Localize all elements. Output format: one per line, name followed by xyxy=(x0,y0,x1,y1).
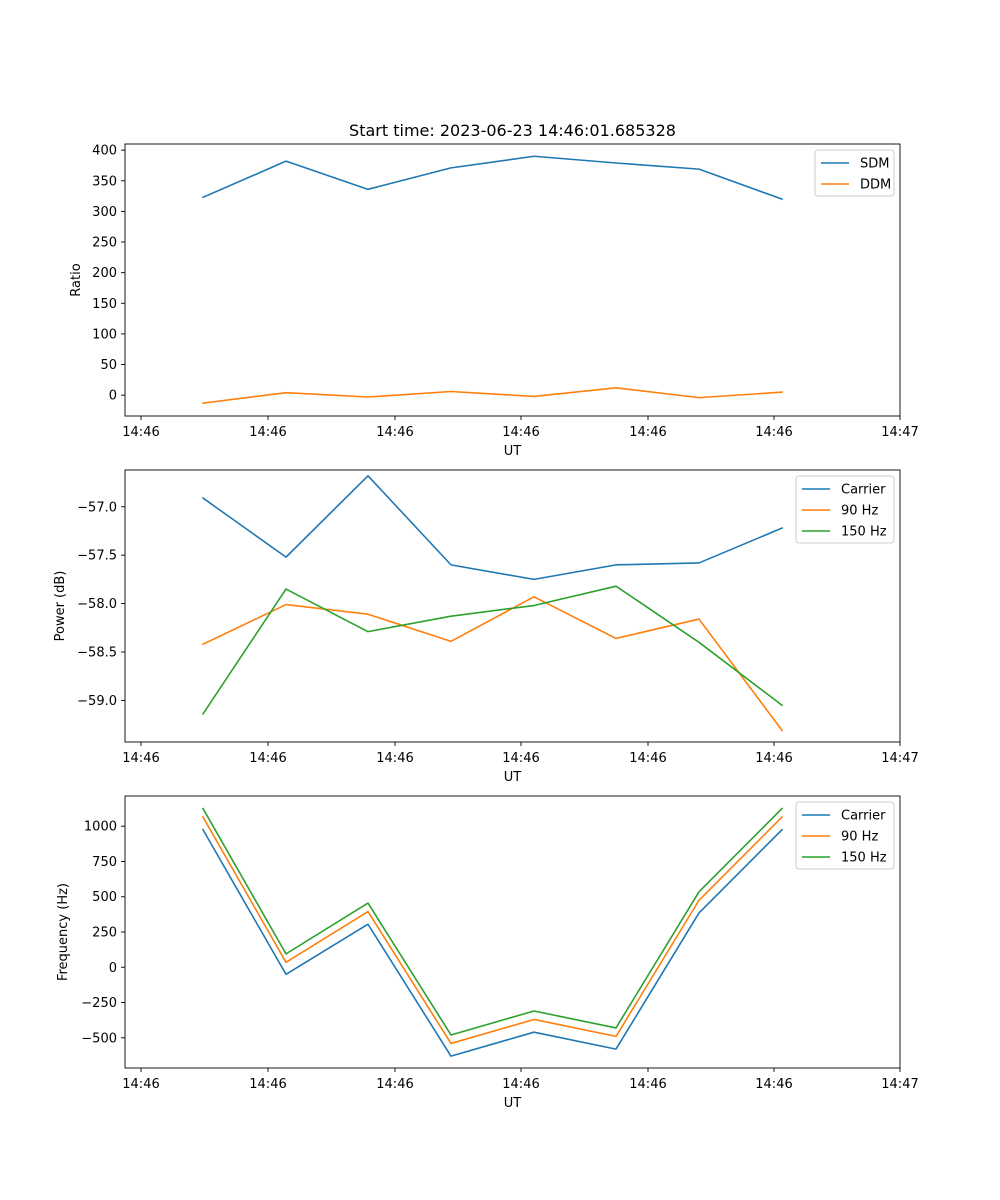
axes-frame xyxy=(124,143,901,417)
x-tick-label: 14:46 xyxy=(376,425,413,440)
x-tick-label: 14:46 xyxy=(249,425,286,440)
y-tick-label: 250 xyxy=(92,236,117,251)
x-tick-label: 14:46 xyxy=(502,751,539,766)
y-tick-label: 300 xyxy=(92,205,117,220)
x-tick-label: 14:46 xyxy=(376,1077,413,1092)
legend-label: Carrier xyxy=(841,809,886,824)
x-axis-label: UT xyxy=(504,1096,522,1111)
series-line-3-2 xyxy=(201,815,784,1045)
legend-label: DDM xyxy=(860,178,891,193)
legend: Carrier 90 Hz 150 Hz xyxy=(795,475,895,544)
x-tick-label: 14:46 xyxy=(755,425,792,440)
x-tick-label: 14:46 xyxy=(629,1077,666,1092)
axes-frame xyxy=(124,795,901,1069)
y-tick-label: −58.0 xyxy=(77,597,117,612)
series-line-3-1 xyxy=(201,828,784,1057)
figure-title: Start time: 2023-06-23 14:46:01.685328 xyxy=(349,121,676,140)
y-tick-label: 0 xyxy=(109,961,117,976)
x-tick-label: 14:46 xyxy=(122,425,159,440)
y-tick-label: 0 xyxy=(109,389,117,404)
x-tick-label: 14:46 xyxy=(122,1077,159,1092)
y-tick-label: −500 xyxy=(81,1031,117,1046)
x-tick-label: 14:46 xyxy=(629,751,666,766)
y-axis-label: Ratio xyxy=(69,263,84,296)
x-tick-label: 14:46 xyxy=(755,1077,792,1092)
y-tick-label: −57.0 xyxy=(77,500,117,515)
y-tick-label: −58.5 xyxy=(77,645,117,660)
legend-label: SDM xyxy=(860,157,889,172)
y-tick-label: 1000 xyxy=(84,820,117,835)
series-line-2-3 xyxy=(201,585,784,716)
panel-3: −500 −250 0 250 500 750 1000 14:46 14:46 14:46 14:… xyxy=(56,795,919,1111)
legend-label: 90 Hz xyxy=(841,504,878,519)
legend-box xyxy=(795,801,895,870)
y-tick-label: −250 xyxy=(81,996,117,1011)
y-tick-label: 150 xyxy=(92,297,117,312)
x-tick-label: 14:46 xyxy=(755,751,792,766)
panels: 0 50 100 150 200 250 300 350 400 14:46 14:46 14:46 1… xyxy=(53,143,919,1111)
x-tick-label: 14:46 xyxy=(502,425,539,440)
x-tick-label: 14:46 xyxy=(376,751,413,766)
legend: SDM DDM xyxy=(814,149,895,197)
series-line-3-3 xyxy=(201,807,784,1036)
panel-2: −59.0 −58.5 −58.0 −57.5 −57.0 14:46 14:46 14:46… xyxy=(53,469,919,785)
x-tick-label: 14:46 xyxy=(629,425,666,440)
y-tick-label: 750 xyxy=(92,855,117,870)
series-line-2-2 xyxy=(201,595,784,732)
legend-label: 150 Hz xyxy=(841,851,887,866)
series-line-1-1 xyxy=(201,155,784,201)
x-tick-label: 14:47 xyxy=(881,751,918,766)
y-tick-label: 250 xyxy=(92,926,117,941)
panel-1: 0 50 100 150 200 250 300 350 400 14:46 14:46 14:46 1… xyxy=(69,143,919,459)
series-line-2-1 xyxy=(201,475,784,581)
y-tick-label: −57.5 xyxy=(77,549,117,564)
x-tick-label: 14:46 xyxy=(122,751,159,766)
x-tick-label: 14:47 xyxy=(881,1077,918,1092)
y-tick-label: 500 xyxy=(92,890,117,905)
y-tick-label: −59.0 xyxy=(77,694,117,709)
legend-label: 90 Hz xyxy=(841,830,878,845)
y-axis-label: Frequency (Hz) xyxy=(56,883,71,981)
y-tick-label: 50 xyxy=(100,358,117,373)
axes-frame xyxy=(124,469,901,743)
y-axis-label: Power (dB) xyxy=(53,571,68,642)
x-tick-label: 14:47 xyxy=(881,425,918,440)
x-tick-label: 14:46 xyxy=(249,751,286,766)
x-axis-label: UT xyxy=(504,770,522,785)
legend-box xyxy=(795,475,895,544)
y-tick-label: 350 xyxy=(92,174,117,189)
y-tick-label: 100 xyxy=(92,327,117,342)
legend-label: Carrier xyxy=(841,483,886,498)
legend-label: 150 Hz xyxy=(841,525,887,540)
x-tick-label: 14:46 xyxy=(502,1077,539,1092)
series-line-1-2 xyxy=(202,387,783,405)
x-axis-label: UT xyxy=(504,444,522,459)
legend: Carrier 90 Hz 150 Hz xyxy=(795,801,895,870)
y-tick-label: 200 xyxy=(92,266,117,281)
x-tick-label: 14:46 xyxy=(249,1077,286,1092)
y-tick-label: 400 xyxy=(92,144,117,159)
